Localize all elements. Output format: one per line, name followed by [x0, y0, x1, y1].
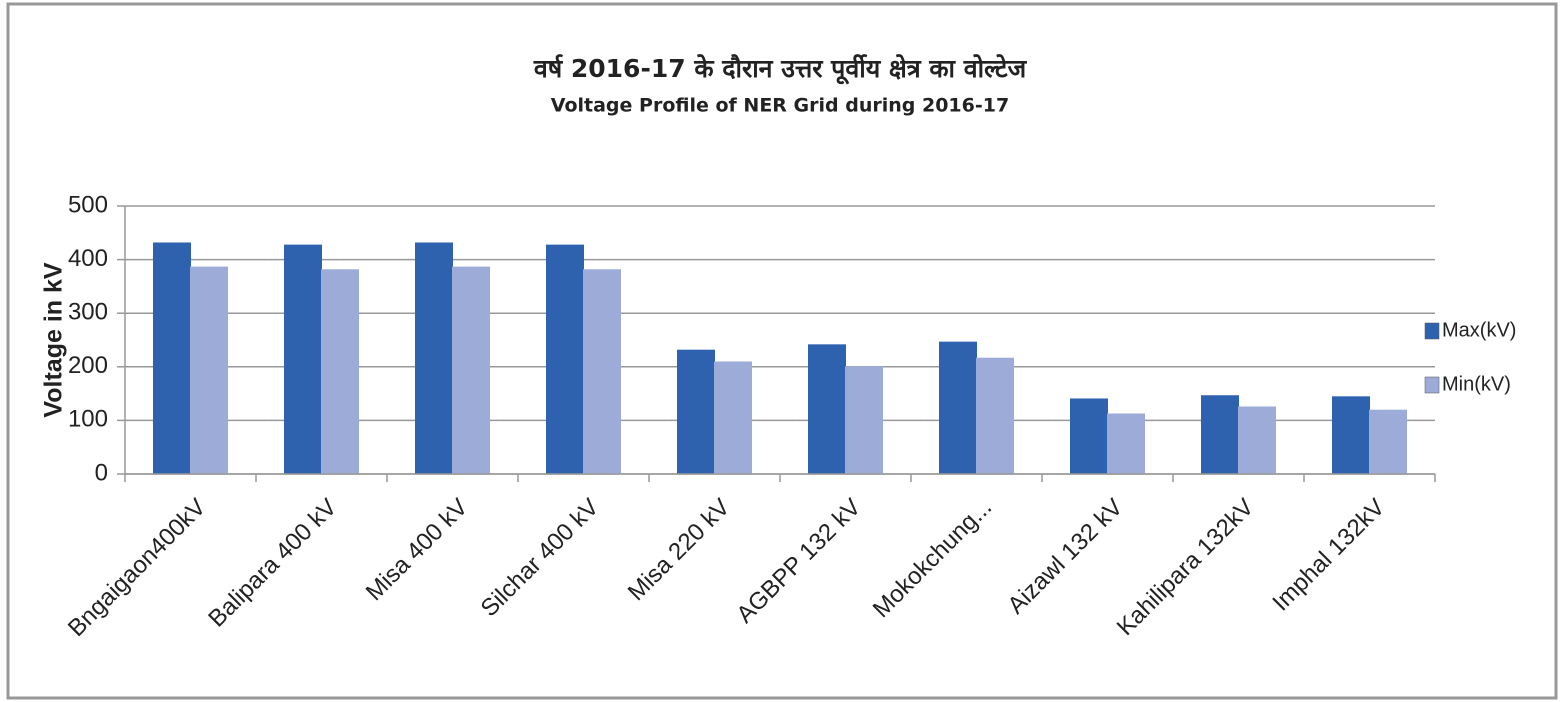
- y-tick-label: 300: [68, 299, 108, 326]
- y-axis-label: Voltage in kV: [40, 262, 68, 417]
- y-tick-label: 400: [68, 245, 108, 272]
- legend-label: Max(kV): [1442, 319, 1516, 341]
- bar: [714, 361, 752, 475]
- bar: [1369, 409, 1407, 475]
- x-tick-label: Aizawl 132 kV: [1003, 494, 1129, 620]
- chart-subtitle: Voltage Profile of NER Grid during 2016-…: [551, 95, 1009, 117]
- x-tick-label: AGBPP 132 kV: [731, 494, 866, 629]
- x-tick-label: Bngaigaon400kV: [63, 494, 211, 642]
- bar: [546, 244, 584, 475]
- x-tick-label: Misa 220 kV: [623, 494, 735, 606]
- bar: [153, 242, 191, 475]
- x-tick-label: Kahilipara 132kV: [1112, 494, 1259, 641]
- x-tick-label: Misa 400 kV: [361, 494, 473, 606]
- x-tick-label: Imphal 132kV: [1267, 494, 1390, 617]
- legend-swatch: [1424, 322, 1440, 340]
- bar: [1107, 413, 1145, 475]
- bar: [976, 357, 1014, 475]
- bar: [190, 266, 228, 475]
- frame: [6, 2, 1558, 700]
- bar: [452, 266, 490, 475]
- bar: [677, 349, 715, 475]
- x-tick-label: Mokokchung...: [868, 494, 997, 623]
- bar: [808, 344, 846, 475]
- chart-title: वर्ष 2016-17 के दौरान उत्तर पूर्वीय क्षे…: [533, 54, 1028, 85]
- legend-label: Min(kV): [1442, 373, 1511, 395]
- y-tick-label: 0: [95, 459, 108, 486]
- bar: [583, 269, 621, 475]
- bar: [321, 269, 359, 475]
- bar: [845, 366, 883, 475]
- bar: [284, 244, 322, 475]
- bar: [1201, 395, 1239, 475]
- bar: [415, 242, 453, 475]
- y-tick-label: 500: [68, 191, 108, 218]
- y-tick-label: 100: [68, 406, 108, 433]
- legend-swatch: [1424, 376, 1440, 394]
- bar: [1332, 396, 1370, 475]
- bar: [1070, 398, 1108, 475]
- x-tick-label: Balipara 400 kV: [203, 494, 342, 633]
- bar: [939, 341, 977, 475]
- bar: [1238, 406, 1276, 475]
- x-tick-label: Silchar 400 kV: [476, 494, 605, 623]
- y-tick-label: 200: [68, 352, 108, 379]
